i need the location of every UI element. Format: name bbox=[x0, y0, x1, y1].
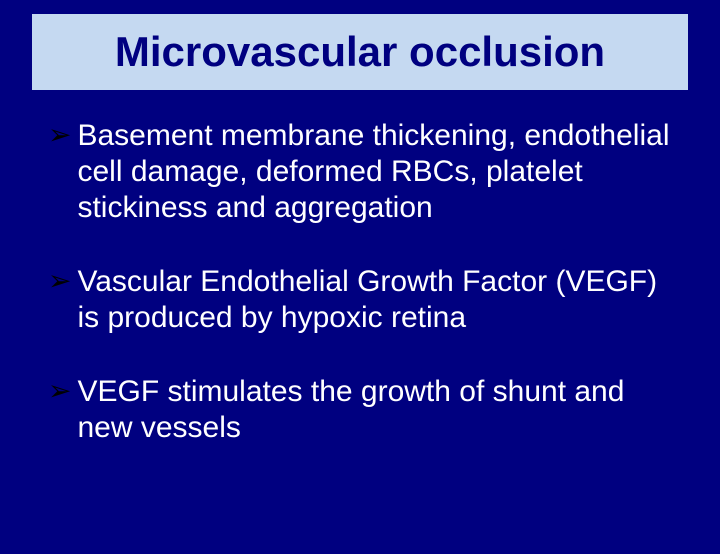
bullet-text: Basement membrane thickening, endothelia… bbox=[77, 118, 672, 226]
bullet-text: VEGF stimulates the growth of shunt and … bbox=[77, 374, 672, 446]
bullet-item: ➢ VEGF stimulates the growth of shunt an… bbox=[48, 374, 672, 446]
slide-title: Microvascular occlusion bbox=[42, 28, 678, 76]
bullet-marker-icon: ➢ bbox=[48, 264, 71, 298]
bullet-text: Vascular Endothelial Growth Factor (VEGF… bbox=[77, 264, 672, 336]
bullet-marker-icon: ➢ bbox=[48, 374, 71, 408]
content-area: ➢ Basement membrane thickening, endothel… bbox=[0, 90, 720, 446]
title-box: Microvascular occlusion bbox=[32, 14, 688, 90]
bullet-item: ➢ Vascular Endothelial Growth Factor (VE… bbox=[48, 264, 672, 336]
bullet-marker-icon: ➢ bbox=[48, 118, 71, 152]
bullet-item: ➢ Basement membrane thickening, endothel… bbox=[48, 118, 672, 226]
